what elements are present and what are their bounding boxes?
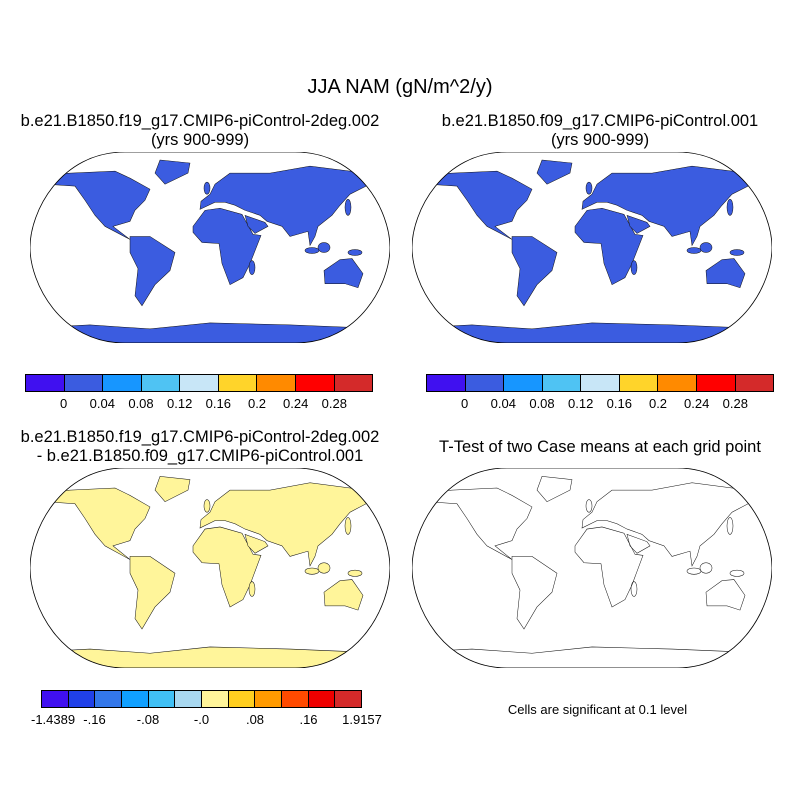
colorbar-box <box>335 691 362 707</box>
colorbar-box <box>180 375 219 391</box>
colorbar-box <box>257 375 296 391</box>
colorbar-box <box>658 375 697 391</box>
colorbar-tick-label: .08 <box>245 712 265 727</box>
colorbar-box <box>95 691 123 707</box>
colorbar-case1 <box>25 374 373 392</box>
colorbar-box <box>228 691 256 707</box>
colorbar-difference-labels: -1.4389 -.16 -.08 -.0 .08 .16 1.9157 <box>31 712 382 728</box>
panel-tl-title-line2: (yrs 900-999) <box>150 131 250 149</box>
colorbar-box <box>255 691 283 707</box>
panel-bl-title-line2: - b.e21.B1850.f09_g17.CMIP6-piControl.00… <box>36 447 364 465</box>
colorbar-box <box>175 691 203 707</box>
colorbar-box <box>148 691 176 707</box>
map-case2 <box>412 152 772 343</box>
colorbar-tick-label: 0 <box>60 396 68 411</box>
colorbar-box <box>42 691 69 707</box>
colorbar-box <box>68 691 96 707</box>
colorbar-difference <box>41 690 362 708</box>
colorbar-tick-label: 0.16 <box>606 396 632 411</box>
colorbar-box <box>619 375 659 391</box>
colorbar-tick-label: 0.04 <box>490 396 516 411</box>
colorbar-box <box>64 375 104 391</box>
colorbar-box <box>504 375 543 391</box>
colorbar-tick-label: -1.4389 <box>30 712 76 727</box>
panel-tl-title-line1: b.e21.B1850.f19_g17.CMIP6-piControl-2deg… <box>20 112 380 130</box>
colorbar-case2-labels: 0 0.04 0.08 0.12 0.16 0.2 0.24 0.28 <box>426 396 774 412</box>
colorbar-tick-label: .16 <box>299 712 318 727</box>
figure-title: JJA NAM (gN/m^2/y) <box>307 76 493 98</box>
panel-bl-title: b.e21.B1850.f19_g17.CMIP6-piControl-2deg… <box>0 428 400 466</box>
map-case1 <box>30 152 390 343</box>
colorbar-case1-labels: 0 0.04 0.08 0.12 0.16 0.2 0.24 0.28 <box>25 396 373 412</box>
colorbar-tick-label: 0 <box>461 396 469 411</box>
colorbar-tick-label: -.0 <box>193 712 210 727</box>
colorbar-box <box>696 375 736 391</box>
colorbar-box <box>735 375 774 391</box>
colorbar-tick-label: 0.2 <box>648 396 668 411</box>
colorbar-box <box>103 375 142 391</box>
colorbar-tick-label: 1.9157 <box>342 712 382 727</box>
panel-tl-title: b.e21.B1850.f19_g17.CMIP6-piControl-2deg… <box>0 112 400 150</box>
significant-cells <box>412 476 772 645</box>
colorbar-tick-label: 0.28 <box>321 396 347 411</box>
panel-tr-title-line2: (yrs 900-999) <box>550 131 650 149</box>
map-difference <box>30 468 390 668</box>
colorbar-tick-label: 0.08 <box>529 396 555 411</box>
nonsignificant-cells <box>412 476 772 595</box>
colorbar-box <box>141 375 181 391</box>
colorbar-box <box>465 375 505 391</box>
colorbar-box <box>218 375 258 391</box>
colorbar-tick-label: -.08 <box>136 712 160 727</box>
colorbar-box <box>427 375 466 391</box>
colorbar-tick-label: 0.04 <box>89 396 115 411</box>
colorbar-tick-label: 0.24 <box>283 396 309 411</box>
colorbar-box <box>282 691 309 707</box>
colorbar-box <box>122 691 149 707</box>
colorbar-tick-label: 0.16 <box>205 396 231 411</box>
panel-tr-title-line1: b.e21.B1850.f09_g17.CMIP6-piControl.001 <box>441 112 759 130</box>
colorbar-tick-label: 0.08 <box>128 396 154 411</box>
panel-br-title: T-Test of two Case means at each grid po… <box>400 438 800 457</box>
map-ttest <box>412 468 772 668</box>
panel-br-title-line1: T-Test of two Case means at each grid po… <box>439 438 761 456</box>
colorbar-case2 <box>426 374 774 392</box>
colorbar-tick-label: 0.12 <box>167 396 193 411</box>
colorbar-box <box>202 691 229 707</box>
panel-tr-title: b.e21.B1850.f09_g17.CMIP6-piControl.001 … <box>400 112 800 150</box>
colorbar-box <box>542 375 582 391</box>
colorbar-tick-label: 0.12 <box>568 396 594 411</box>
colorbar-tick-label: 0.28 <box>722 396 748 411</box>
colorbar-box <box>295 375 335 391</box>
colorbar-box <box>334 375 373 391</box>
colorbar-box <box>581 375 620 391</box>
colorbar-box <box>308 691 336 707</box>
significance-note: Cells are significant at 0.1 level <box>507 702 688 717</box>
colorbar-box <box>26 375 65 391</box>
panel-bl-title-line1: b.e21.B1850.f19_g17.CMIP6-piControl-2deg… <box>20 428 380 446</box>
colorbar-tick-label: -.16 <box>83 712 106 727</box>
colorbar-tick-label: 0.24 <box>684 396 710 411</box>
colorbar-tick-label: 0.2 <box>247 396 267 411</box>
